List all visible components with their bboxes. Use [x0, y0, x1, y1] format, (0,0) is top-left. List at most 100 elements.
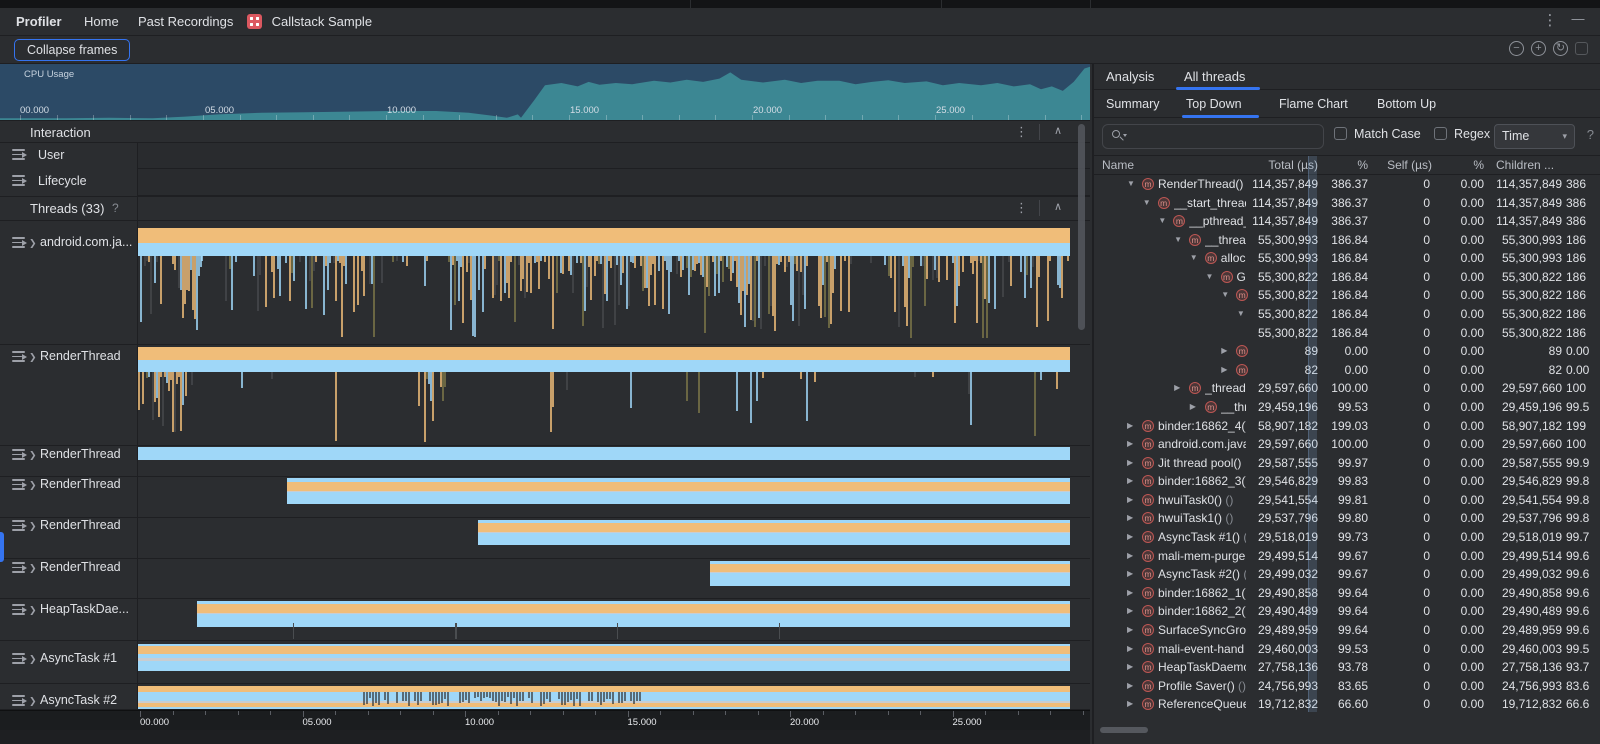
- table-row[interactable]: ▼ m__pthread_s 114,357,849 386.37 0 0.00 114,3…: [1094, 212, 1600, 231]
- thread-row[interactable]: ❯ android.com.ja...: [0, 225, 1090, 345]
- thread-expand-chevron[interactable]: ❯: [29, 450, 37, 460]
- subtab-summary[interactable]: Summary: [1106, 97, 1160, 111]
- zoom-in-icon[interactable]: +: [1531, 41, 1546, 56]
- expand-row-chevron[interactable]: ▶: [1127, 624, 1134, 634]
- expand-row-chevron[interactable]: ▶: [1127, 532, 1134, 542]
- table-row[interactable]: ▶ m 82 0.00 0 0.00 82 0.00: [1094, 361, 1600, 380]
- thread-row[interactable]: ❯ HeapTaskDae...: [0, 599, 1090, 641]
- table-row[interactable]: ▶ m AsyncTask #2() (29,499,032 99.67 0 0.00 29…: [1094, 565, 1600, 584]
- table-row[interactable]: ▶ m hwuiTask0() () 29,541,554 99.81 0 0.00 29,5…: [1094, 491, 1600, 510]
- zoom-out-icon[interactable]: −: [1509, 41, 1524, 56]
- thread-activity-track[interactable]: [196, 601, 1070, 627]
- table-row[interactable]: ▶ m SurfaceSyncGrou 29,489,959 99.64 0 0.00 29,…: [1094, 621, 1600, 640]
- filter-help-icon[interactable]: ?: [1586, 127, 1594, 142]
- expand-row-chevron[interactable]: ▶: [1127, 643, 1134, 653]
- tab-past-recordings[interactable]: Past Recordings: [138, 14, 234, 29]
- thread-expand-chevron[interactable]: ❯: [29, 654, 37, 664]
- expand-row-chevron[interactable]: ▶: [1174, 383, 1181, 393]
- table-row[interactable]: ▶ m binder:16862_3() 29,546,829 99.83 0 0.00 29…: [1094, 472, 1600, 491]
- expand-row-chevron[interactable]: ▶: [1127, 606, 1134, 616]
- threads-section-header[interactable]: Threads (33) ? ⋮ ∧: [0, 196, 1090, 221]
- expand-row-chevron[interactable]: ▶: [1127, 439, 1134, 449]
- thread-row[interactable]: ❯ RenderThread: [0, 446, 1090, 477]
- interaction-kebab-icon[interactable]: ⋮: [1015, 124, 1028, 139]
- table-row[interactable]: ▶ m android.com.java 29,597,660 100.00 0 0.00 2…: [1094, 435, 1600, 454]
- user-events-track[interactable]: [137, 143, 1090, 169]
- search-box[interactable]: [1102, 124, 1324, 149]
- table-row[interactable]: ▼ m __start_thread 114,357,849 386.37 0 0.00 11…: [1094, 194, 1600, 213]
- col-self[interactable]: Self (µs): [1387, 158, 1432, 172]
- collapse-row-chevron[interactable]: ▼: [1174, 234, 1183, 244]
- table-row[interactable]: ▶ m HeapTaskDaemo 27,758,136 93.78 0 0.00 27,75…: [1094, 658, 1600, 677]
- col-self-pct[interactable]: %: [1473, 158, 1484, 172]
- col-total-pct[interactable]: %: [1357, 158, 1368, 172]
- expand-row-chevron[interactable]: ▶: [1127, 680, 1134, 690]
- thread-activity-track[interactable]: [287, 478, 1070, 504]
- tab-all-threads[interactable]: All threads: [1184, 69, 1246, 84]
- thread-expand-chevron[interactable]: ❯: [29, 563, 37, 573]
- table-row[interactable]: ▶ m ReferenceQueue 19,712,832 66.60 0 0.00 19,7…: [1094, 695, 1600, 714]
- tab-home[interactable]: Home: [84, 14, 119, 29]
- thread-expand-chevron[interactable]: ❯: [29, 605, 37, 615]
- table-row[interactable]: ▼ m__thread_ 55,300,993 186.84 0 0.00 55,300,9…: [1094, 231, 1600, 250]
- thread-activity-track[interactable]: [478, 520, 1070, 545]
- table-row[interactable]: ▶ m Profile Saver() () 24,756,993 83.65 0 0.00…: [1094, 677, 1600, 696]
- thread-row[interactable]: ❯ RenderThread: [0, 559, 1090, 599]
- thread-row[interactable]: ❯ AsyncTask #2: [0, 684, 1090, 710]
- threads-scrollbar[interactable]: [1078, 124, 1085, 330]
- collapse-row-chevron[interactable]: ▼: [1158, 216, 1167, 226]
- col-children[interactable]: Children ...: [1496, 158, 1555, 172]
- thread-expand-chevron[interactable]: ❯: [29, 480, 37, 490]
- search-input[interactable]: [1131, 126, 1317, 147]
- expand-row-chevron[interactable]: ▶: [1127, 494, 1134, 504]
- expand-row-chevron[interactable]: ▶: [1127, 587, 1134, 597]
- reset-zoom-icon[interactable]: ↻: [1553, 41, 1568, 56]
- tab-analysis[interactable]: Analysis: [1106, 69, 1155, 84]
- expand-row-chevron[interactable]: ▶: [1127, 457, 1134, 467]
- thread-expand-chevron[interactable]: ❯: [29, 696, 37, 706]
- table-row[interactable]: ▶ m mali-event-hand 29,460,003 99.53 0 0.00 29,…: [1094, 640, 1600, 659]
- thread-row[interactable]: ❯ RenderThread: [0, 345, 1090, 446]
- table-row[interactable]: ▶ m_threadL 29,597,660 100.00 0 0.00 29,597,66…: [1094, 379, 1600, 398]
- table-row[interactable]: ▶ m AsyncTask #1() (29,518,019 99.73 0 0.00 29…: [1094, 528, 1600, 547]
- thread-activity-track[interactable]: [137, 447, 1070, 460]
- thread-expand-chevron[interactable]: ❯: [29, 352, 37, 362]
- expand-row-chevron[interactable]: ▶: [1127, 550, 1134, 560]
- thread-expand-chevron[interactable]: ❯: [29, 521, 37, 531]
- tab-callstack-sample[interactable]: Callstack Sample: [247, 14, 372, 29]
- thread-activity-track[interactable]: [709, 561, 1070, 586]
- order-by-dropdown[interactable]: Time ▾: [1494, 124, 1575, 149]
- match-case-checkbox[interactable]: [1334, 127, 1347, 140]
- search-icon[interactable]: [1112, 130, 1127, 143]
- expand-row-chevron[interactable]: ▶: [1221, 364, 1228, 374]
- collapse-row-chevron[interactable]: ▼: [1127, 179, 1135, 188]
- thread-row[interactable]: ❯ AsyncTask #1: [0, 641, 1090, 684]
- expand-row-chevron[interactable]: ▶: [1127, 662, 1134, 672]
- table-row[interactable]: ▼ 55,300,822 186.84 0 0.00 55,300,822 186: [1094, 305, 1600, 324]
- expand-row-chevron[interactable]: ▶: [1189, 401, 1196, 411]
- collapse-row-chevron[interactable]: ▼: [1236, 309, 1245, 319]
- subtab-top-down[interactable]: Top Down: [1186, 97, 1242, 111]
- table-row[interactable]: ▶ m binder:16862_2() 29,490,489 99.64 0 0.00 29…: [1094, 602, 1600, 621]
- table-hscrollbar[interactable]: [1100, 727, 1148, 733]
- table-row[interactable]: ▶ m mali-mem-purge 29,499,514 99.67 0 0.00 29,4…: [1094, 547, 1600, 566]
- lifecycle-events-track[interactable]: [137, 169, 1090, 196]
- regex-checkbox[interactable]: [1434, 127, 1447, 140]
- table-row[interactable]: ▼ mGra 55,300,822 186.84 0 0.00 55,300,822 186: [1094, 268, 1600, 287]
- thread-row[interactable]: ❯ RenderThread: [0, 518, 1090, 559]
- collapse-row-chevron[interactable]: ▼: [1221, 290, 1230, 300]
- table-row[interactable]: ▼ m RenderThread() (114,357,849 386.37 0 0.00…: [1094, 175, 1600, 194]
- table-row[interactable]: ▶ m 89 0.00 0 0.00 89 0.00: [1094, 342, 1600, 361]
- table-row[interactable]: ▶ m hwuiTask1() () 29,537,796 99.80 0 0.00 29,5…: [1094, 509, 1600, 528]
- col-name[interactable]: Name: [1102, 158, 1135, 172]
- threads-help-icon[interactable]: ?: [112, 201, 119, 215]
- table-row[interactable]: ▶ m Jit thread pool() 29,587,555 99.97 0 0.00 2…: [1094, 454, 1600, 473]
- table-row[interactable]: ▼ m 55,300,822 186.84 0 0.00 55,300,822 186: [1094, 286, 1600, 305]
- minimize-icon[interactable]: —: [1571, 11, 1585, 26]
- thread-activity-track[interactable]: [137, 228, 1070, 256]
- kebab-menu-icon[interactable]: ⋮: [1542, 12, 1558, 29]
- table-header[interactable]: Name Total (µs) % Self (µs) % Children .…: [1094, 155, 1600, 175]
- col-total[interactable]: Total (µs): [1268, 158, 1318, 172]
- table-row[interactable]: ▶ m binder:16862_1() 29,490,858 99.64 0 0.00 29…: [1094, 584, 1600, 603]
- collapse-frames-button[interactable]: Collapse frames: [14, 39, 131, 61]
